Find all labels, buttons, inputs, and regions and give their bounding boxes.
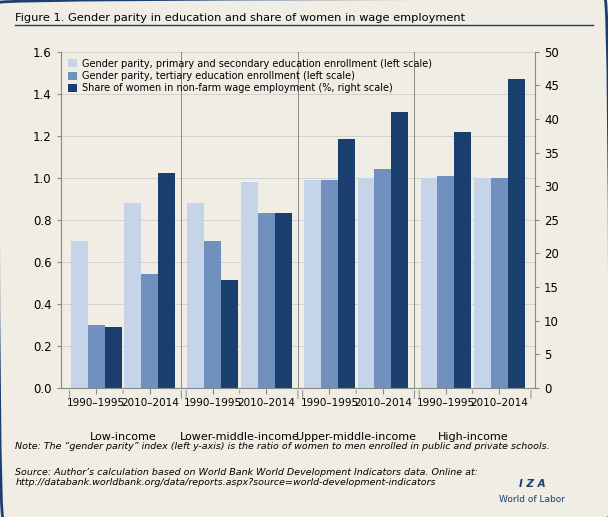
Text: Figure 1. Gender parity in education and share of women in wage employment: Figure 1. Gender parity in education and… [15, 13, 465, 23]
Text: High-income: High-income [437, 432, 508, 442]
Text: Source: Author’s calculation based on World Bank World Development Indicators da: Source: Author’s calculation based on Wo… [15, 468, 478, 488]
Bar [375, 170, 392, 388]
Bar [358, 178, 375, 388]
Text: Lower-middle-income: Lower-middle-income [180, 432, 300, 442]
Text: Low-income: Low-income [90, 432, 156, 442]
Bar [421, 178, 438, 388]
Legend: Gender parity, primary and secondary education enrollment (left scale), Gender p: Gender parity, primary and secondary edu… [66, 56, 434, 95]
Text: Upper-middle-income: Upper-middle-income [296, 432, 416, 442]
Bar [491, 178, 508, 388]
Bar [275, 213, 292, 388]
Bar [241, 182, 258, 388]
Bar [187, 203, 204, 388]
Bar [338, 139, 355, 388]
Bar [221, 280, 238, 388]
Bar [474, 178, 491, 388]
Bar [392, 112, 409, 388]
Bar [321, 180, 338, 388]
Bar [438, 176, 454, 388]
Bar [508, 79, 525, 388]
Text: World of Labor: World of Labor [499, 495, 565, 504]
Bar [304, 180, 321, 388]
Bar [258, 214, 275, 388]
Text: Note: The “gender parity” index (left y-axis) is the ratio of women to men enrol: Note: The “gender parity” index (left y-… [15, 442, 550, 451]
Bar [204, 241, 221, 388]
Bar [454, 132, 471, 388]
Bar [125, 203, 142, 388]
Bar [71, 241, 88, 388]
Bar [158, 173, 175, 388]
Text: I Z A: I Z A [519, 479, 545, 489]
Bar [88, 325, 105, 388]
Bar [105, 327, 122, 388]
Bar [142, 275, 158, 388]
